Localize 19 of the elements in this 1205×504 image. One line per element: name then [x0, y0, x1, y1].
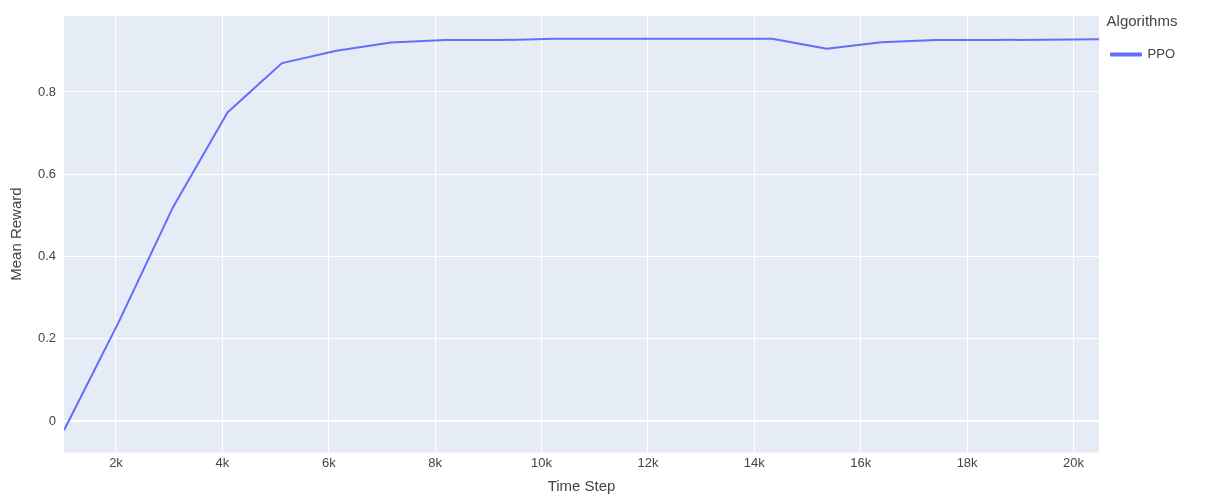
legend-title: Algorithms	[1106, 11, 1178, 29]
x-tick-label: 14k	[743, 454, 766, 470]
x-tick-label: 10k	[531, 454, 553, 470]
y-axis-title: Mean Reward	[7, 187, 25, 281]
x-tick-label: 2k	[109, 454, 124, 470]
y-tick-label: 0	[48, 412, 57, 428]
x-tick-label: 8k	[428, 454, 443, 470]
x-tick-label: 12k	[637, 454, 659, 470]
x-axis-title: Time Step	[547, 477, 616, 495]
x-tick-label: 16k	[850, 454, 872, 470]
x-tick-label: 4k	[215, 454, 230, 470]
x-tick-label: 20k	[1063, 454, 1085, 470]
x-tick-label: 18k	[956, 454, 979, 470]
y-tick-label: 0.4	[37, 248, 57, 264]
y-tick-label: 0.2	[37, 330, 57, 346]
legend-label: PPO	[1147, 46, 1176, 62]
x-tick-label: 6k	[321, 454, 337, 470]
y-tick-label: 0.6	[37, 165, 57, 181]
y-tick-label: 0.8	[37, 83, 57, 99]
